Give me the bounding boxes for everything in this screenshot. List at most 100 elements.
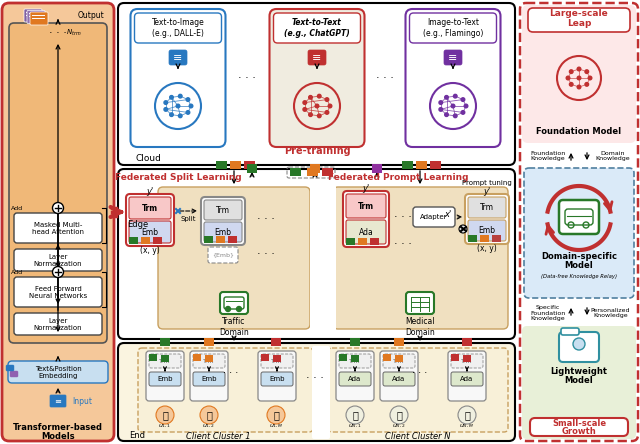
FancyBboxPatch shape <box>394 338 404 346</box>
FancyBboxPatch shape <box>451 354 459 361</box>
FancyBboxPatch shape <box>322 168 333 176</box>
FancyBboxPatch shape <box>216 236 225 243</box>
FancyBboxPatch shape <box>190 351 228 401</box>
Circle shape <box>155 83 201 129</box>
Circle shape <box>346 406 364 424</box>
FancyBboxPatch shape <box>141 237 150 244</box>
FancyBboxPatch shape <box>220 292 248 314</box>
Text: Small-scale: Small-scale <box>552 419 606 428</box>
FancyBboxPatch shape <box>131 9 225 147</box>
Text: y': y' <box>483 186 491 195</box>
Text: Trm: Trm <box>393 358 405 364</box>
Circle shape <box>303 107 307 111</box>
FancyBboxPatch shape <box>14 277 102 307</box>
Text: · · ·: · · · <box>394 239 412 249</box>
Circle shape <box>439 101 443 104</box>
FancyBboxPatch shape <box>451 354 483 368</box>
Circle shape <box>225 306 230 312</box>
Text: {Emb}: {Emb} <box>212 253 234 258</box>
FancyBboxPatch shape <box>410 13 497 43</box>
FancyBboxPatch shape <box>524 168 634 298</box>
FancyBboxPatch shape <box>413 207 455 227</box>
FancyBboxPatch shape <box>383 372 415 386</box>
Text: Federated Prompt Learning: Federated Prompt Learning <box>328 173 468 182</box>
FancyBboxPatch shape <box>129 221 171 243</box>
Circle shape <box>573 338 585 350</box>
FancyBboxPatch shape <box>522 5 636 143</box>
FancyBboxPatch shape <box>383 354 391 361</box>
Circle shape <box>303 101 307 104</box>
Text: Emb: Emb <box>269 376 285 382</box>
FancyBboxPatch shape <box>351 355 359 362</box>
FancyBboxPatch shape <box>9 23 107 343</box>
Circle shape <box>186 111 189 114</box>
Text: 🚗: 🚗 <box>162 410 168 420</box>
Circle shape <box>439 107 443 111</box>
Circle shape <box>186 98 189 101</box>
FancyBboxPatch shape <box>416 161 427 169</box>
Text: Ada: Ada <box>348 376 362 382</box>
Text: Domain
Knowledge: Domain Knowledge <box>595 151 630 162</box>
Circle shape <box>454 114 457 118</box>
FancyBboxPatch shape <box>339 354 371 368</box>
Circle shape <box>585 83 589 86</box>
Circle shape <box>170 95 173 99</box>
Text: Ada: Ada <box>392 376 406 382</box>
FancyBboxPatch shape <box>448 351 486 401</box>
Text: · · ·: · · · <box>238 73 256 83</box>
FancyBboxPatch shape <box>346 220 386 244</box>
Text: Leap: Leap <box>567 19 591 28</box>
Text: · · ·: · · · <box>394 212 412 222</box>
FancyBboxPatch shape <box>406 292 434 314</box>
Text: Specific
Foundation
Knowledge: Specific Foundation Knowledge <box>530 305 565 321</box>
Text: · · ·: · · · <box>412 368 428 378</box>
Text: Split: Split <box>180 216 196 222</box>
FancyBboxPatch shape <box>8 361 108 383</box>
FancyBboxPatch shape <box>160 338 170 346</box>
FancyBboxPatch shape <box>406 9 500 147</box>
FancyBboxPatch shape <box>169 50 187 65</box>
Circle shape <box>308 113 312 116</box>
Circle shape <box>445 113 448 116</box>
FancyBboxPatch shape <box>230 161 241 169</box>
Circle shape <box>557 56 601 100</box>
FancyBboxPatch shape <box>204 338 214 346</box>
FancyBboxPatch shape <box>208 247 238 263</box>
FancyBboxPatch shape <box>451 372 483 386</box>
Text: Growth: Growth <box>562 427 596 436</box>
FancyBboxPatch shape <box>358 238 367 245</box>
Circle shape <box>577 76 581 80</box>
Circle shape <box>176 104 180 108</box>
Circle shape <box>308 95 312 99</box>
FancyBboxPatch shape <box>346 238 355 245</box>
Circle shape <box>200 406 218 424</box>
Text: Trm: Trm <box>271 358 283 364</box>
FancyBboxPatch shape <box>158 187 310 329</box>
Text: Trm: Trm <box>349 358 361 364</box>
FancyBboxPatch shape <box>559 200 599 234</box>
Circle shape <box>315 104 319 108</box>
Circle shape <box>570 83 573 86</box>
FancyBboxPatch shape <box>149 354 157 361</box>
Text: ≡: ≡ <box>312 52 322 63</box>
FancyBboxPatch shape <box>339 354 347 361</box>
Text: Cloud: Cloud <box>136 154 162 163</box>
Circle shape <box>390 406 408 424</box>
FancyBboxPatch shape <box>310 164 320 173</box>
FancyBboxPatch shape <box>273 355 281 362</box>
Text: Trm: Trm <box>461 358 473 364</box>
FancyBboxPatch shape <box>193 354 225 368</box>
FancyBboxPatch shape <box>430 161 441 169</box>
FancyBboxPatch shape <box>492 235 501 242</box>
FancyBboxPatch shape <box>307 168 318 176</box>
Circle shape <box>328 104 332 108</box>
Text: Foundation Model: Foundation Model <box>536 127 621 135</box>
Circle shape <box>237 306 241 312</box>
FancyBboxPatch shape <box>193 372 225 386</box>
FancyBboxPatch shape <box>290 168 301 176</box>
Circle shape <box>566 76 570 80</box>
FancyBboxPatch shape <box>149 372 181 386</box>
FancyBboxPatch shape <box>269 9 365 147</box>
Circle shape <box>577 85 581 89</box>
Text: Text&Position
Embedding: Text&Position Embedding <box>35 365 81 378</box>
